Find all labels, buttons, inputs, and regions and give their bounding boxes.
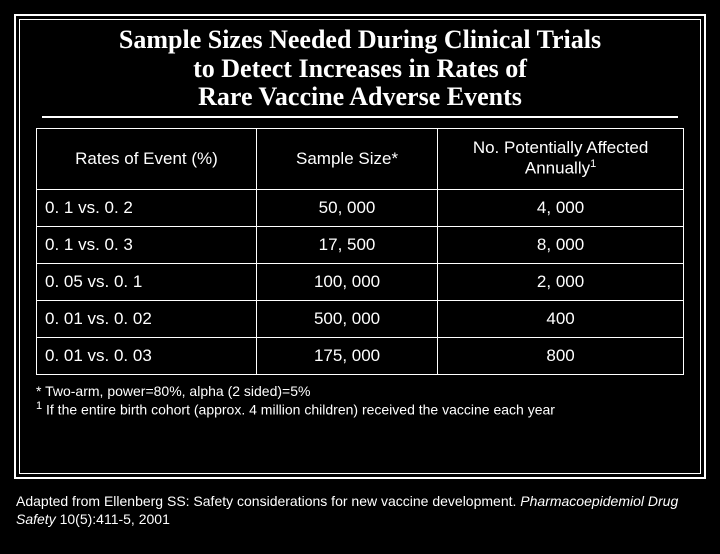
cell-rates: 0. 1 vs. 0. 3 xyxy=(37,226,257,263)
cell-affected: 400 xyxy=(438,300,684,337)
table-row: 0. 1 vs. 0. 3 17, 500 8, 000 xyxy=(37,226,684,263)
footnote-1: 1 If the entire birth cohort (approx. 4 … xyxy=(36,400,684,419)
cell-rates: 0. 1 vs. 0. 2 xyxy=(37,189,257,226)
col-header-affected: No. Potentially Affected Annually1 xyxy=(438,128,684,189)
cell-affected: 2, 000 xyxy=(438,263,684,300)
outer-frame: Sample Sizes Needed During Clinical Tria… xyxy=(14,14,706,479)
table-row: 0. 01 vs. 0. 02 500, 000 400 xyxy=(37,300,684,337)
cell-affected: 800 xyxy=(438,337,684,374)
table-header-row: Rates of Event (%) Sample Size* No. Pote… xyxy=(37,128,684,189)
cell-rates: 0. 01 vs. 0. 03 xyxy=(37,337,257,374)
table-row: 0. 1 vs. 0. 2 50, 000 4, 000 xyxy=(37,189,684,226)
col-header-rates: Rates of Event (%) xyxy=(37,128,257,189)
cell-sample: 17, 500 xyxy=(256,226,437,263)
col-header-affected-sup: 1 xyxy=(590,158,596,170)
sample-size-table: Rates of Event (%) Sample Size* No. Pote… xyxy=(36,128,684,375)
col-header-affected-text: No. Potentially Affected Annually xyxy=(473,138,648,178)
table-row: 0. 05 vs. 0. 1 100, 000 2, 000 xyxy=(37,263,684,300)
slide-title: Sample Sizes Needed During Clinical Tria… xyxy=(36,26,684,112)
title-line-3: Rare Vaccine Adverse Events xyxy=(198,82,522,111)
cell-sample: 500, 000 xyxy=(256,300,437,337)
title-line-2: to Detect Increases in Rates of xyxy=(193,54,527,83)
inner-frame: Sample Sizes Needed During Clinical Tria… xyxy=(19,19,701,474)
citation-pre: Adapted from Ellenberg SS: Safety consid… xyxy=(16,493,520,509)
cell-rates: 0. 01 vs. 0. 02 xyxy=(37,300,257,337)
footnote-1-text: If the entire birth cohort (approx. 4 mi… xyxy=(42,402,555,418)
cell-sample: 100, 000 xyxy=(256,263,437,300)
footnotes: * Two-arm, power=80%, alpha (2 sided)=5%… xyxy=(36,383,684,420)
cell-rates: 0. 05 vs. 0. 1 xyxy=(37,263,257,300)
cell-sample: 50, 000 xyxy=(256,189,437,226)
cell-sample: 175, 000 xyxy=(256,337,437,374)
table-body: 0. 1 vs. 0. 2 50, 000 4, 000 0. 1 vs. 0.… xyxy=(37,189,684,374)
cell-affected: 4, 000 xyxy=(438,189,684,226)
citation: Adapted from Ellenberg SS: Safety consid… xyxy=(16,493,704,528)
col-header-sample: Sample Size* xyxy=(256,128,437,189)
cell-affected: 8, 000 xyxy=(438,226,684,263)
table-row: 0. 01 vs. 0. 03 175, 000 800 xyxy=(37,337,684,374)
title-line-1: Sample Sizes Needed During Clinical Tria… xyxy=(119,25,601,54)
footnote-star: * Two-arm, power=80%, alpha (2 sided)=5% xyxy=(36,383,684,401)
title-underline xyxy=(42,116,678,118)
citation-post: 10(5):411-5, 2001 xyxy=(60,511,170,527)
